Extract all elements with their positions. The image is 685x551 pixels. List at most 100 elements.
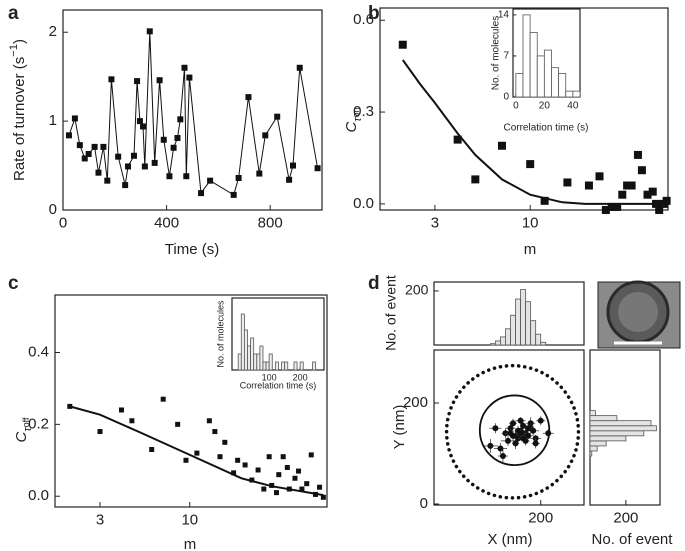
x-tick-label: 3 bbox=[96, 511, 104, 528]
histogram-bar bbox=[529, 32, 538, 98]
vesicle-core bbox=[618, 292, 658, 332]
x-tick-label: 800 bbox=[258, 214, 283, 231]
marker bbox=[497, 141, 506, 150]
histogram-bar bbox=[525, 301, 532, 346]
histogram-bar bbox=[543, 49, 552, 98]
marker bbox=[261, 486, 267, 492]
marker bbox=[292, 475, 298, 481]
marker bbox=[613, 202, 622, 211]
point bbox=[520, 435, 527, 442]
marker bbox=[662, 196, 671, 205]
marker bbox=[231, 470, 237, 476]
point bbox=[487, 442, 494, 449]
panel-label: c bbox=[8, 273, 19, 294]
histogram-bar bbox=[565, 90, 574, 98]
histogram-bar bbox=[589, 445, 598, 452]
plot-frame bbox=[62, 9, 323, 211]
panel-label: d bbox=[368, 273, 380, 294]
histogram-bar bbox=[505, 328, 511, 346]
panel-label: b bbox=[368, 3, 380, 24]
marker bbox=[242, 462, 248, 468]
histogram-bar bbox=[259, 345, 264, 371]
marker bbox=[595, 172, 604, 181]
marker bbox=[100, 143, 107, 150]
marker bbox=[304, 481, 310, 487]
marker bbox=[156, 77, 163, 84]
histogram-bar bbox=[243, 329, 248, 371]
marker bbox=[129, 418, 135, 424]
marker bbox=[140, 123, 147, 130]
histogram-bar bbox=[299, 361, 304, 371]
point bbox=[530, 427, 537, 434]
marker bbox=[177, 116, 184, 123]
histogram-bar bbox=[535, 333, 542, 346]
y-tick-label: 0.3 bbox=[353, 103, 374, 120]
histogram-bar bbox=[589, 415, 618, 422]
y-axis-label-part: C bbox=[13, 431, 30, 442]
x-tick-label: 40 bbox=[567, 101, 579, 112]
histogram-bar bbox=[522, 14, 531, 98]
x-tick-label: 200 bbox=[293, 372, 308, 382]
point bbox=[520, 422, 527, 429]
point bbox=[492, 425, 499, 432]
marker bbox=[207, 177, 214, 184]
marker bbox=[186, 74, 193, 81]
y-tick-label: 14 bbox=[498, 10, 510, 21]
marker bbox=[122, 182, 129, 189]
histogram-bar bbox=[262, 361, 267, 371]
point bbox=[512, 440, 519, 447]
marker bbox=[222, 439, 228, 445]
x-axis-label: Correlation time (s) bbox=[240, 380, 317, 390]
marker bbox=[97, 429, 103, 435]
plot-frame bbox=[433, 349, 585, 506]
marker bbox=[141, 163, 148, 170]
histogram-bar bbox=[589, 440, 607, 447]
y-axis-label-part: τ bbox=[352, 117, 364, 122]
y-tick-label: 0.0 bbox=[353, 195, 374, 212]
histogram-bar bbox=[284, 361, 289, 371]
y-axis-label-part: Rate of turnover (s bbox=[11, 57, 28, 181]
histogram-bar bbox=[515, 298, 521, 346]
histogram-bar bbox=[281, 361, 286, 371]
marker bbox=[166, 173, 173, 180]
marker bbox=[655, 206, 664, 214]
marker bbox=[81, 155, 88, 162]
plot-frame bbox=[379, 7, 669, 211]
x-tick-label: 10 bbox=[181, 511, 198, 528]
marker bbox=[398, 40, 407, 49]
histogram-bar bbox=[540, 341, 547, 346]
marker bbox=[160, 136, 167, 143]
marker bbox=[104, 177, 111, 184]
marker bbox=[286, 176, 293, 183]
marker bbox=[471, 175, 480, 184]
marker bbox=[314, 165, 321, 172]
x-axis-label: Correlation time (s) bbox=[503, 123, 588, 134]
plot-frame bbox=[54, 294, 328, 508]
marker bbox=[146, 28, 153, 35]
marker bbox=[67, 403, 73, 409]
marker bbox=[170, 144, 177, 151]
marker bbox=[601, 206, 610, 214]
y-tick-label: 0.4 bbox=[28, 343, 49, 360]
marker bbox=[320, 494, 326, 500]
x-tick-label: 0 bbox=[59, 214, 67, 231]
y-axis-label-part: ) bbox=[11, 39, 28, 44]
histogram-bar bbox=[268, 353, 273, 371]
histogram-bar bbox=[589, 435, 627, 442]
y-tick-label: 7 bbox=[503, 51, 509, 62]
point bbox=[527, 420, 534, 427]
marker bbox=[648, 187, 657, 196]
marker bbox=[235, 457, 241, 463]
y-tick-label: 0 bbox=[503, 92, 509, 103]
y-tick-label: 0.6 bbox=[353, 11, 374, 28]
y-axis-label-part: C bbox=[343, 122, 360, 133]
marker bbox=[273, 490, 279, 496]
histogram-bar bbox=[293, 361, 298, 371]
marker bbox=[108, 76, 115, 83]
histogram-bar bbox=[253, 353, 258, 371]
marker bbox=[276, 472, 282, 478]
micrograph bbox=[597, 280, 681, 349]
histogram-bar bbox=[572, 90, 581, 98]
y-axis-label: No. of event bbox=[383, 275, 399, 351]
